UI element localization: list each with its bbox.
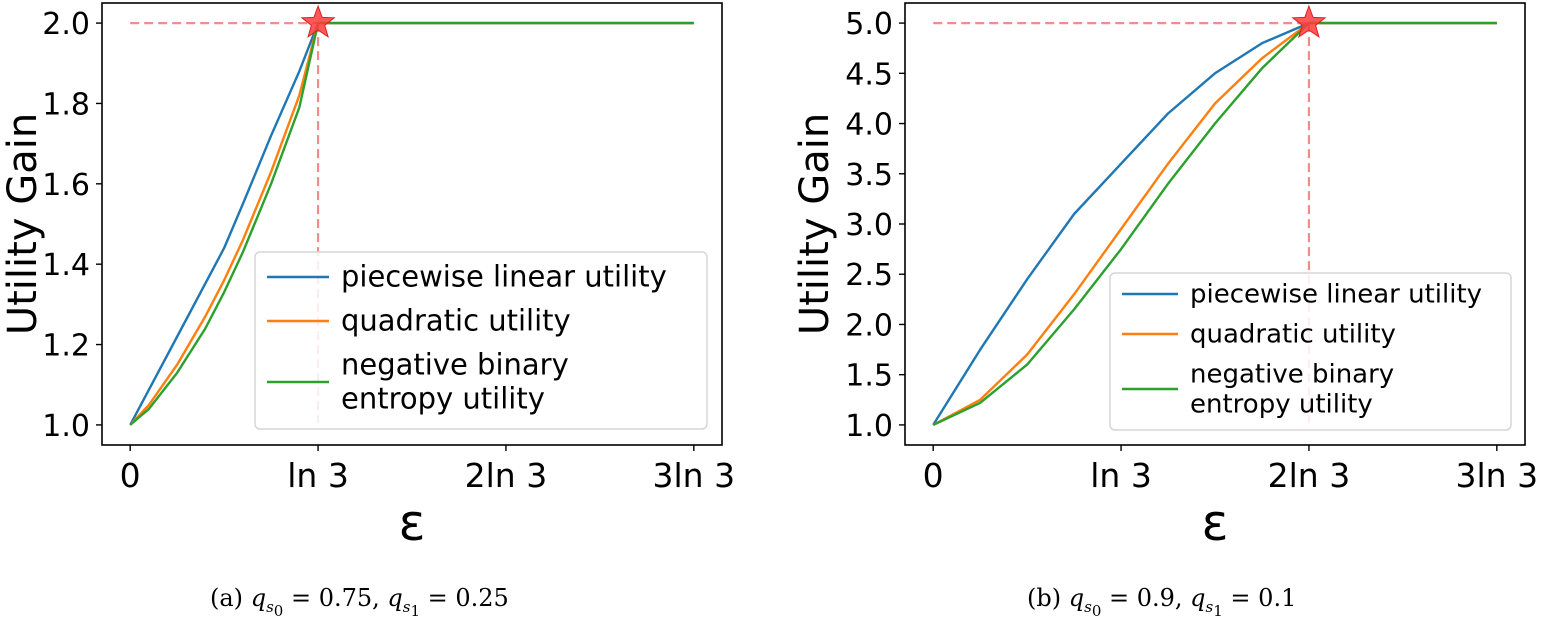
y-axis-label: Utility Gain — [792, 113, 838, 335]
y-tick-label: 4.0 — [845, 108, 893, 143]
x-tick-label: ln 3 — [1090, 456, 1152, 495]
x-axis-label: ε — [1201, 494, 1228, 552]
x-axis-label: ε — [398, 494, 425, 552]
y-tick-label: 1.2 — [42, 329, 90, 364]
x-tick-label: 3ln 3 — [1456, 456, 1539, 495]
y-tick-label: 3.5 — [845, 158, 893, 193]
y-tick-label: 1.5 — [845, 359, 893, 394]
y-tick-label: 1.8 — [42, 87, 90, 122]
y-axis-label: Utility Gain — [0, 113, 46, 335]
legend-label-2: negative binary — [341, 348, 569, 382]
y-tick-label: 1.0 — [845, 409, 893, 444]
x-tick-label: 0 — [120, 456, 141, 495]
caption-a: (a) qs0 = 0.75, qs1 = 0.25 — [210, 584, 509, 620]
chart-panel-b: 1.0 1.5 2.0 2.5 3.0 3.5 4.0 4.5 5.0 0 ln 3 2ln 3 3ln… — [771, 0, 1542, 619]
legend-label-0: piecewise linear utility — [341, 260, 667, 294]
series-line-2 — [129, 21, 694, 426]
legend-box — [1109, 272, 1512, 431]
legend-label-0: piecewise linear utility — [1190, 279, 1482, 309]
y-tick-label: 1.0 — [42, 409, 90, 444]
x-tick-label: ln 3 — [287, 456, 349, 495]
y-tick-label: 1.4 — [42, 248, 90, 283]
series-line-2 — [932, 21, 1497, 426]
caption-b: (b) qs0 = 0.9, qs1 = 0.1 — [1027, 584, 1297, 620]
x-tick-label: 2ln 3 — [1268, 456, 1351, 495]
y-tick-label: 2.5 — [845, 258, 893, 293]
legend-label-1: quadratic utility — [341, 304, 571, 338]
chart-panel-a: 1.0 1.2 1.4 1.6 1.8 2.0 0 ln 3 2ln 3 3ln 3 ε Utilit… — [0, 0, 771, 619]
y-tick-label: 2.0 — [845, 308, 893, 343]
star-marker-icon — [300, 4, 336, 38]
star-marker-icon — [1291, 4, 1327, 38]
line-chart-a: 1.0 1.2 1.4 1.6 1.8 2.0 0 ln 3 2ln 3 3ln 3 ε Utilit… — [0, 2, 736, 552]
line-chart-b: 1.0 1.5 2.0 2.5 3.0 3.5 4.0 4.5 5.0 0 ln 3 2ln 3 3ln… — [792, 2, 1539, 552]
legend-box — [254, 251, 708, 430]
legend-label-2: entropy utility — [1190, 389, 1373, 419]
y-tick-label: 4.5 — [845, 57, 893, 92]
series-line-0 — [932, 21, 1497, 426]
y-tick-label: 3.0 — [845, 208, 893, 243]
x-tick-label: 3ln 3 — [653, 456, 736, 495]
legend-label-2: negative binary — [1190, 359, 1394, 389]
x-tick-label: 0 — [923, 456, 944, 495]
series-line-1 — [932, 21, 1497, 426]
legend-label-2: entropy utility — [341, 382, 545, 416]
axes-frame — [101, 2, 723, 446]
y-tick-label: 5.0 — [845, 7, 893, 42]
y-tick-label: 1.6 — [42, 168, 90, 203]
y-tick-label: 2.0 — [42, 7, 90, 42]
x-tick-label: 2ln 3 — [465, 456, 548, 495]
legend-label-1: quadratic utility — [1190, 319, 1396, 349]
